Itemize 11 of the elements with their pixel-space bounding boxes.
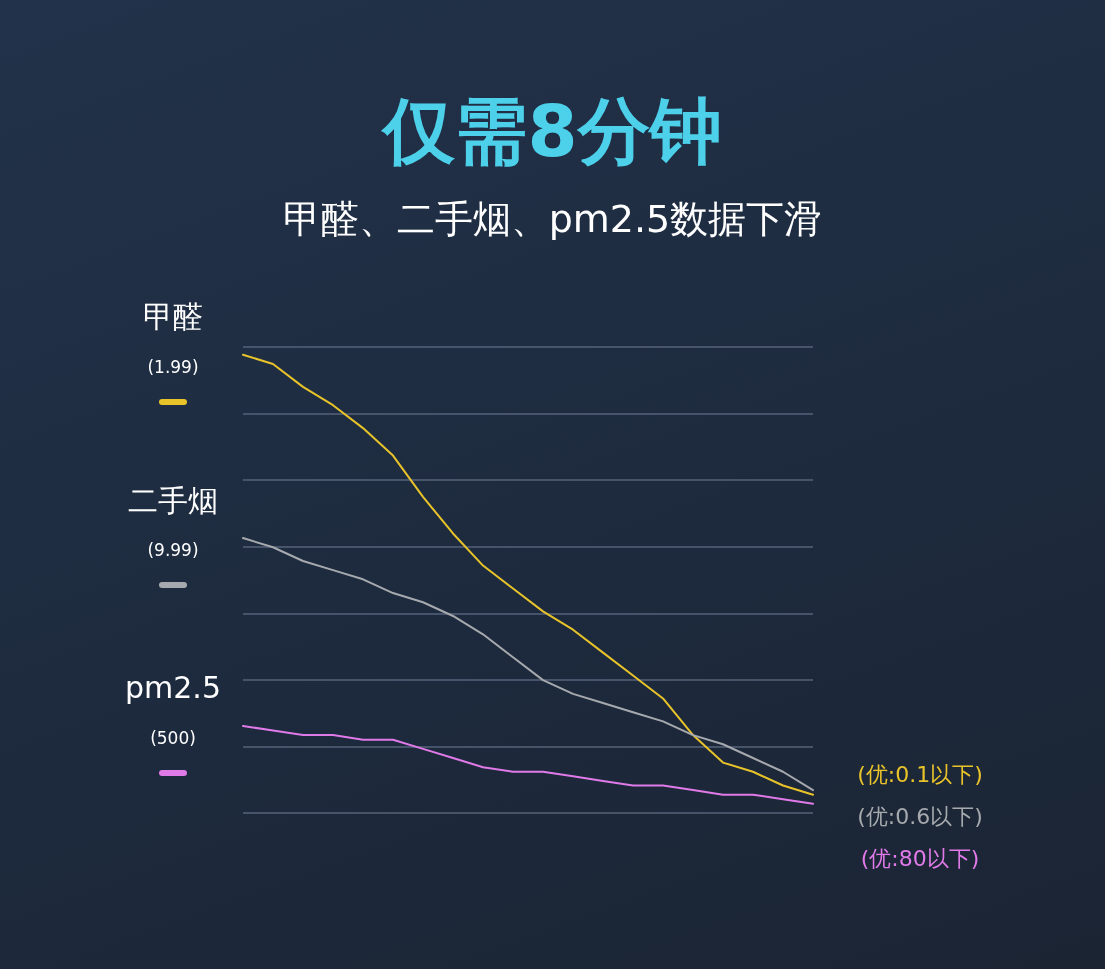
series-label: pm2.5 [125, 670, 221, 706]
text: (优:80以下) [860, 846, 980, 872]
text: (1.99) [147, 356, 199, 377]
series-label: 二手烟 [128, 482, 218, 518]
text: (优:0.6以下) [857, 804, 983, 830]
text: (500) [150, 727, 196, 748]
series-label: 甲醛 [143, 299, 203, 335]
text: (9.99) [147, 540, 199, 561]
text: (优:0.1以下) [857, 762, 983, 788]
chart-subtitle: 甲醛、二手烟、pm2.5数据下滑 [282, 197, 823, 241]
chart-title: 仅需8分钟 [380, 89, 722, 173]
